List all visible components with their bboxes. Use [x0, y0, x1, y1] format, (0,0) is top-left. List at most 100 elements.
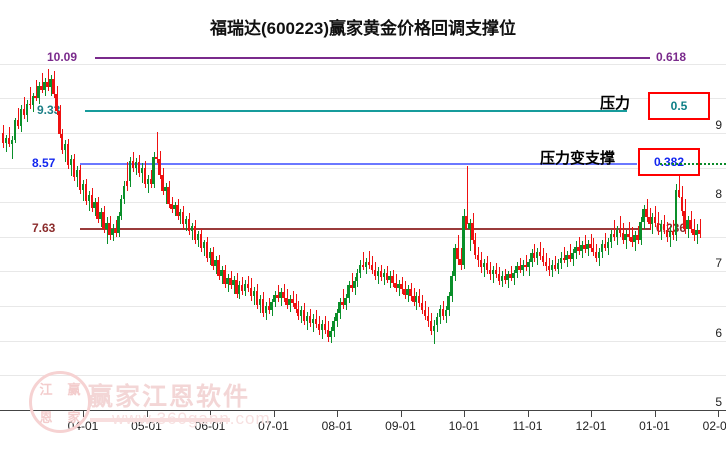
- candle-wick: [12, 136, 14, 160]
- candle-body: [302, 310, 305, 322]
- candle-body: [252, 290, 255, 297]
- fib-line-0.382: [80, 162, 637, 165]
- candle-wick: [534, 243, 536, 262]
- candle-body: [382, 272, 385, 277]
- candle-wick: [466, 166, 468, 225]
- fib-ratio-box-0.382[interactable]: 0.382: [638, 148, 700, 176]
- candle-body: [592, 247, 595, 253]
- candle-wick: [384, 268, 386, 286]
- candle-body: [31, 95, 34, 106]
- candle-body: [134, 162, 137, 168]
- candle-body: [176, 204, 179, 217]
- candle-body: [308, 315, 311, 323]
- candle-body: [140, 167, 143, 174]
- candle-body: [335, 313, 338, 322]
- candle-wick: [699, 218, 701, 239]
- candle-body: [40, 85, 43, 90]
- candle-body: [255, 290, 258, 305]
- candle-body: [350, 285, 353, 289]
- candle-body: [574, 246, 577, 254]
- candle-body: [412, 296, 415, 302]
- candle-wick: [192, 223, 194, 240]
- candle-body: [400, 283, 403, 290]
- candle-body: [314, 318, 317, 325]
- candle-body: [476, 254, 479, 261]
- candle-body: [630, 236, 633, 243]
- candle-wick: [89, 191, 91, 211]
- candle-wick: [637, 225, 639, 244]
- candle-wick: [65, 139, 67, 163]
- candle-body: [261, 299, 264, 314]
- candle-body: [633, 235, 636, 243]
- candle-body: [63, 144, 66, 150]
- candle-body: [370, 264, 373, 271]
- x-axis-label-02-01: 02-01: [702, 419, 726, 433]
- candle-body: [267, 306, 270, 311]
- candle-body: [75, 170, 78, 178]
- candle-body: [550, 264, 553, 271]
- candle-body: [361, 264, 364, 268]
- candle-body: [187, 218, 190, 232]
- candle-body: [503, 275, 506, 280]
- candle-body: [22, 109, 25, 115]
- candle-body: [426, 315, 429, 322]
- candle-body: [488, 270, 491, 275]
- gridline-minor: [0, 375, 726, 377]
- candle-body: [158, 159, 161, 175]
- candle-body: [229, 278, 232, 286]
- gridline-minor: [0, 63, 726, 65]
- y-axis-label-7: 7: [715, 256, 722, 271]
- annotation-0.382: 压力变支撑: [540, 150, 616, 167]
- candle-body: [317, 324, 320, 330]
- candle-body: [583, 245, 586, 250]
- watermark-brand: 赢家江恩软件: [88, 383, 251, 411]
- candle-wick: [425, 300, 427, 320]
- candle-wick: [41, 73, 43, 93]
- candle-wick: [540, 242, 542, 261]
- candle-body: [190, 225, 193, 232]
- seal-char-1: 赢: [67, 381, 81, 397]
- candle-body: [639, 221, 642, 240]
- candle-body: [341, 301, 344, 305]
- watermark-bar: [90, 418, 230, 422]
- candle-body: [329, 331, 332, 337]
- candle-wick: [469, 218, 471, 251]
- candle-wick: [434, 319, 436, 344]
- candle-body: [193, 225, 196, 240]
- candle-body: [46, 81, 49, 88]
- fib-price-label-0.382: 8.57: [32, 155, 56, 170]
- candle-wick: [9, 127, 11, 147]
- candle-wick: [578, 236, 580, 255]
- candle-body: [662, 224, 665, 230]
- gridline-8: [0, 202, 726, 204]
- candle-body: [184, 218, 187, 225]
- candle-body: [81, 184, 84, 190]
- candle-wick: [525, 254, 527, 272]
- candle-body: [364, 261, 367, 268]
- candle-body: [270, 301, 273, 311]
- candle-body: [117, 216, 120, 233]
- candle-body: [93, 202, 96, 208]
- candle-body: [320, 324, 323, 330]
- candle-body: [78, 170, 81, 190]
- gridline-9: [0, 132, 726, 134]
- candle-body: [459, 259, 462, 265]
- candle-body: [479, 260, 482, 268]
- candle-body: [586, 243, 589, 250]
- x-axis-tick: [464, 411, 465, 417]
- candle-body: [196, 234, 199, 240]
- candle-body: [13, 120, 16, 140]
- candle-body: [19, 109, 22, 127]
- candle-wick: [590, 234, 592, 253]
- candle-body: [282, 292, 285, 298]
- x-axis-label-07-01: 07-01: [258, 419, 289, 433]
- candle-body: [689, 220, 692, 229]
- candle-body: [276, 295, 279, 298]
- candle-body: [43, 81, 46, 90]
- fib-ratio-box-0.5[interactable]: 0.5: [648, 92, 710, 120]
- candle-body: [612, 234, 615, 237]
- fib-line-0.5: [85, 110, 627, 113]
- candle-body: [58, 110, 61, 135]
